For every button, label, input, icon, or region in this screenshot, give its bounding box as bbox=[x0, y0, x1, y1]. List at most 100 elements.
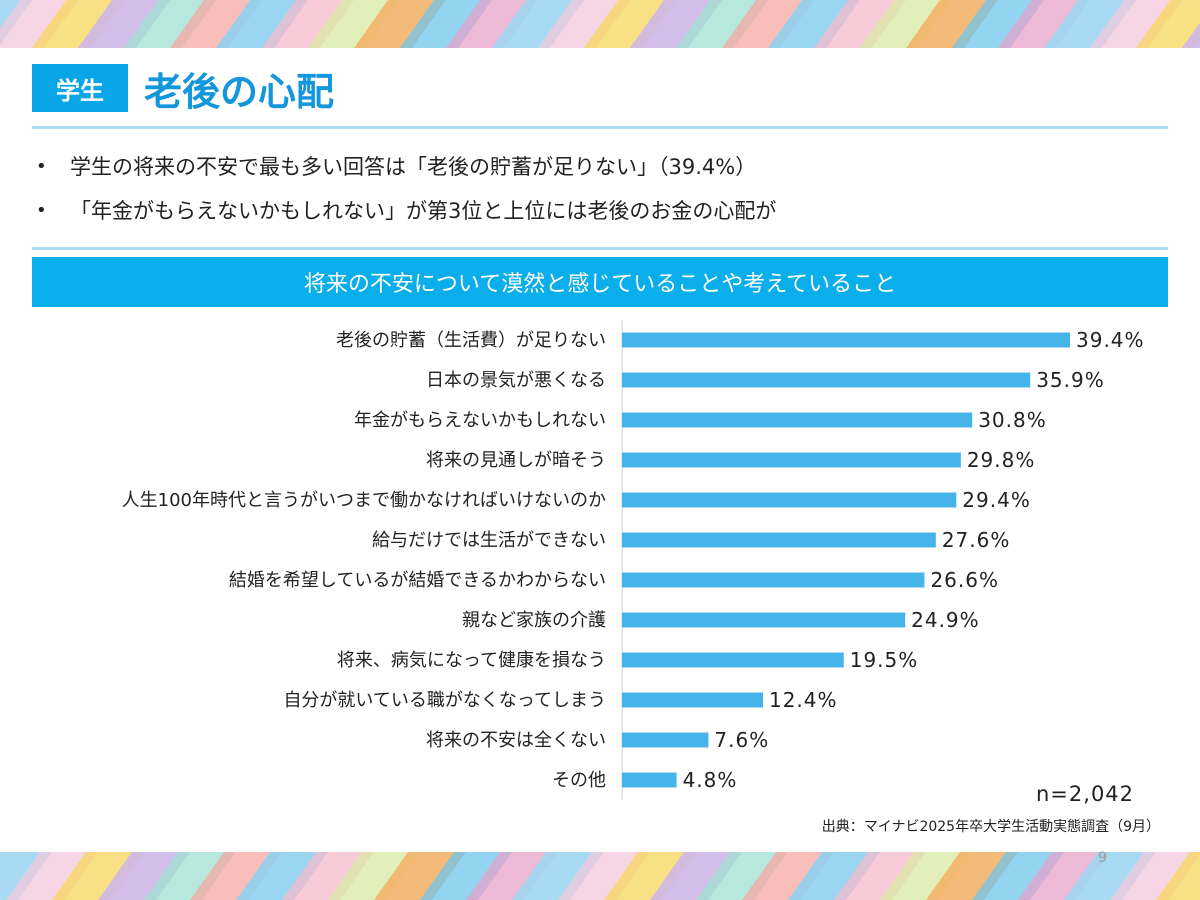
bar bbox=[622, 772, 677, 788]
chart-title: 将来の不安について漠然と感じていることや考えていること bbox=[32, 257, 1168, 307]
decorative-stripe bbox=[860, 0, 952, 48]
decorative-stripe bbox=[236, 852, 328, 900]
value-label: 12.4% bbox=[769, 688, 838, 712]
top-decorative-stripes bbox=[0, 0, 1200, 48]
decorative-stripe bbox=[144, 852, 236, 900]
decorative-stripe bbox=[328, 852, 420, 900]
decorative-stripe bbox=[1182, 22, 1200, 48]
decorative-stripe bbox=[190, 852, 282, 900]
bar bbox=[622, 492, 957, 508]
decorative-stripe bbox=[216, 0, 308, 48]
value-label: 29.4% bbox=[962, 488, 1031, 512]
section-badge: 学生 bbox=[32, 64, 128, 112]
bullet-text: 学生の将来の不安で最も多い回答は「老後の貯蓄が足りない」（39.4%） bbox=[70, 155, 757, 179]
decorative-stripe bbox=[1110, 852, 1200, 900]
category-label: 自分が就いている職がなくなってしまう bbox=[283, 690, 606, 711]
decorative-stripe bbox=[1136, 0, 1200, 48]
decorative-stripe bbox=[722, 0, 814, 48]
bottom-decorative-stripes bbox=[0, 852, 1200, 900]
decorative-stripe bbox=[880, 852, 972, 900]
decorative-stripe bbox=[374, 852, 466, 900]
decorative-stripe bbox=[768, 0, 860, 48]
decorative-stripe bbox=[466, 852, 558, 900]
bar bbox=[622, 332, 1070, 348]
bar bbox=[622, 372, 1031, 388]
decorative-stripe bbox=[1044, 0, 1136, 48]
decorative-stripe bbox=[834, 852, 926, 900]
decorative-stripe bbox=[446, 0, 538, 48]
decorative-stripe bbox=[78, 0, 170, 48]
decorative-stripe bbox=[282, 852, 374, 900]
bar bbox=[622, 532, 936, 548]
page-number: 9 bbox=[1098, 850, 1107, 866]
category-label: 給与だけでは生活ができない bbox=[372, 530, 606, 551]
decorative-stripe bbox=[98, 852, 190, 900]
bullet-dot-icon: • bbox=[36, 199, 47, 221]
decorative-stripe bbox=[6, 852, 98, 900]
bar bbox=[622, 732, 709, 748]
summary-bullets: • 学生の将来の不安で最も多い回答は「老後の貯蓄が足りない」（39.4%） • … bbox=[36, 144, 1166, 232]
decorative-stripe bbox=[512, 852, 604, 900]
value-label: 39.4% bbox=[1076, 328, 1145, 352]
category-label: 人生100年時代と言うがいつまで働かなければいけないのか bbox=[122, 490, 606, 511]
category-label: 老後の貯蓄（生活費）が足りない bbox=[336, 330, 606, 351]
decorative-stripe bbox=[952, 0, 1044, 48]
decorative-stripe bbox=[584, 0, 676, 48]
bar bbox=[622, 652, 844, 668]
bullet-text: 「年金がもらえないかもしれない」が第3位と上位には老後のお金の心配が bbox=[70, 199, 777, 223]
decorative-stripe bbox=[650, 852, 742, 900]
bar bbox=[622, 412, 973, 428]
title-divider bbox=[32, 126, 1168, 129]
page-title: 老後の心配 bbox=[144, 69, 335, 114]
value-label: 7.6% bbox=[714, 728, 769, 752]
bar bbox=[622, 612, 906, 628]
decorative-stripe bbox=[630, 0, 722, 48]
decorative-stripe bbox=[262, 0, 354, 48]
source-citation: 出典：マイナビ2025年卒大学生活動実態調査（9月） bbox=[821, 819, 1160, 835]
sample-size-label: n=2,042 bbox=[1036, 782, 1135, 806]
top-stripes-graphic bbox=[0, 0, 1200, 48]
bullets-divider bbox=[32, 247, 1168, 250]
category-label: 将来、病気になって健康を損なう bbox=[337, 650, 606, 671]
value-label: 26.6% bbox=[930, 568, 999, 592]
category-label: 将来の見通しが暗そう bbox=[426, 450, 606, 471]
value-label: 27.6% bbox=[942, 528, 1011, 552]
category-label: 年金がもらえないかもしれない bbox=[354, 410, 606, 431]
decorative-stripe bbox=[604, 852, 696, 900]
value-label: 29.8% bbox=[967, 448, 1036, 472]
decorative-stripe bbox=[1156, 852, 1200, 900]
decorative-stripe bbox=[788, 852, 880, 900]
decorative-stripe bbox=[1064, 852, 1156, 900]
decorative-stripe bbox=[492, 0, 584, 48]
value-label: 24.9% bbox=[911, 608, 980, 632]
bar bbox=[622, 692, 763, 708]
value-label: 35.9% bbox=[1036, 368, 1105, 392]
decorative-stripe bbox=[558, 852, 650, 900]
decorative-stripe bbox=[52, 852, 144, 900]
decorative-stripe bbox=[308, 0, 400, 48]
decorative-stripe bbox=[696, 852, 788, 900]
category-label: 親など家族の介護 bbox=[462, 610, 606, 631]
value-label: 19.5% bbox=[850, 648, 919, 672]
decorative-stripe bbox=[742, 852, 834, 900]
decorative-stripe bbox=[420, 852, 512, 900]
decorative-stripe bbox=[124, 0, 216, 48]
decorative-stripe bbox=[998, 0, 1090, 48]
category-label: 結婚を希望しているが結婚できるかわからない bbox=[229, 570, 606, 591]
decorative-stripe bbox=[676, 0, 768, 48]
decorative-stripe bbox=[1090, 0, 1182, 48]
bottom-stripes-graphic bbox=[0, 852, 1200, 900]
category-label: 日本の景気が悪くなる bbox=[426, 370, 606, 391]
category-label: 将来の不安は全くない bbox=[426, 730, 606, 751]
value-label: 4.8% bbox=[683, 768, 738, 792]
bar bbox=[622, 572, 925, 588]
decorative-stripe bbox=[400, 0, 492, 48]
bar bbox=[622, 452, 961, 468]
category-label: その他 bbox=[552, 770, 606, 791]
value-label: 30.8% bbox=[978, 408, 1047, 432]
decorative-stripe bbox=[170, 0, 262, 48]
bullet-item: • 「年金がもらえないかもしれない」が第3位と上位には老後のお金の心配が bbox=[36, 188, 1166, 232]
decorative-stripe bbox=[972, 852, 1064, 900]
bullet-item: • 学生の将来の不安で最も多い回答は「老後の貯蓄が足りない」（39.4%） bbox=[36, 144, 1166, 188]
